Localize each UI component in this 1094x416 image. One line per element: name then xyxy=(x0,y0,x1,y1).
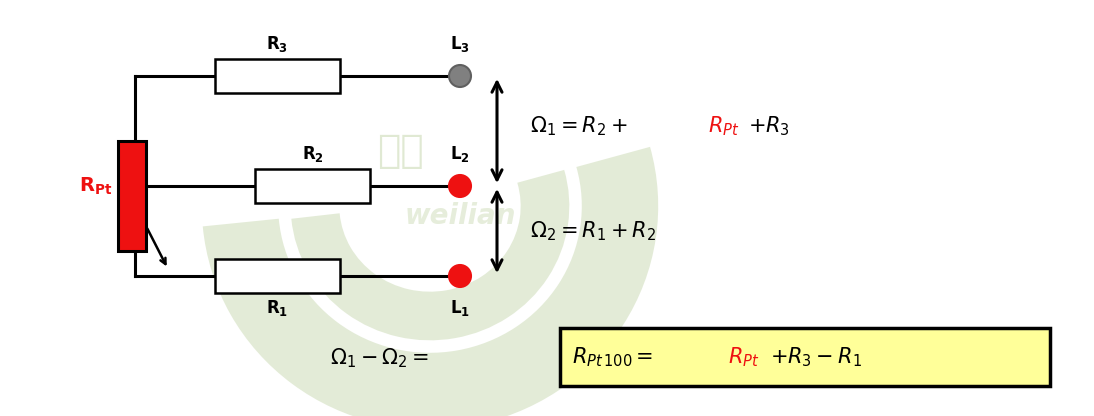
Text: $\mathbf{L_1}$: $\mathbf{L_1}$ xyxy=(450,298,470,318)
Text: $\mathbf{R_3}$: $\mathbf{R_3}$ xyxy=(267,34,289,54)
Text: $\mathbf{L_3}$: $\mathbf{L_3}$ xyxy=(450,34,470,54)
Bar xyxy=(255,169,370,203)
Text: $\mathbf{R_2}$: $\mathbf{R_2}$ xyxy=(302,144,324,164)
Circle shape xyxy=(449,175,472,197)
Circle shape xyxy=(449,65,472,87)
Text: $\mathit{\Omega}_2 = R_1 + R_2$: $\mathit{\Omega}_2 = R_1 + R_2$ xyxy=(529,219,656,243)
Text: $+ R_3$: $+ R_3$ xyxy=(748,114,790,138)
Text: $R_{Pt\,100} = $: $R_{Pt\,100} = $ xyxy=(572,345,653,369)
Text: $\mathit{\Omega}_1 - \mathit{\Omega}_2 = $: $\mathit{\Omega}_1 - \mathit{\Omega}_2 =… xyxy=(330,346,429,370)
Bar xyxy=(216,59,340,93)
Bar xyxy=(118,141,146,251)
Circle shape xyxy=(449,265,472,287)
Text: 维连: 维连 xyxy=(376,132,423,170)
Text: weilian: weilian xyxy=(405,202,515,230)
Bar xyxy=(216,259,340,293)
Text: $\mathbf{R_1}$: $\mathbf{R_1}$ xyxy=(266,298,289,318)
Bar xyxy=(560,328,1050,386)
Text: $\mathbf{L_2}$: $\mathbf{L_2}$ xyxy=(450,144,470,164)
Text: $\mathit{\Omega}_1 = R_2 + $: $\mathit{\Omega}_1 = R_2 + $ xyxy=(529,114,628,138)
Text: $R_{Pt}$: $R_{Pt}$ xyxy=(708,114,740,138)
Text: $+ R_3 - R_1$: $+ R_3 - R_1$ xyxy=(770,345,862,369)
Text: $R_{Pt}$: $R_{Pt}$ xyxy=(728,345,759,369)
Text: $\mathbf{R_{Pt}}$: $\mathbf{R_{Pt}}$ xyxy=(79,176,112,197)
